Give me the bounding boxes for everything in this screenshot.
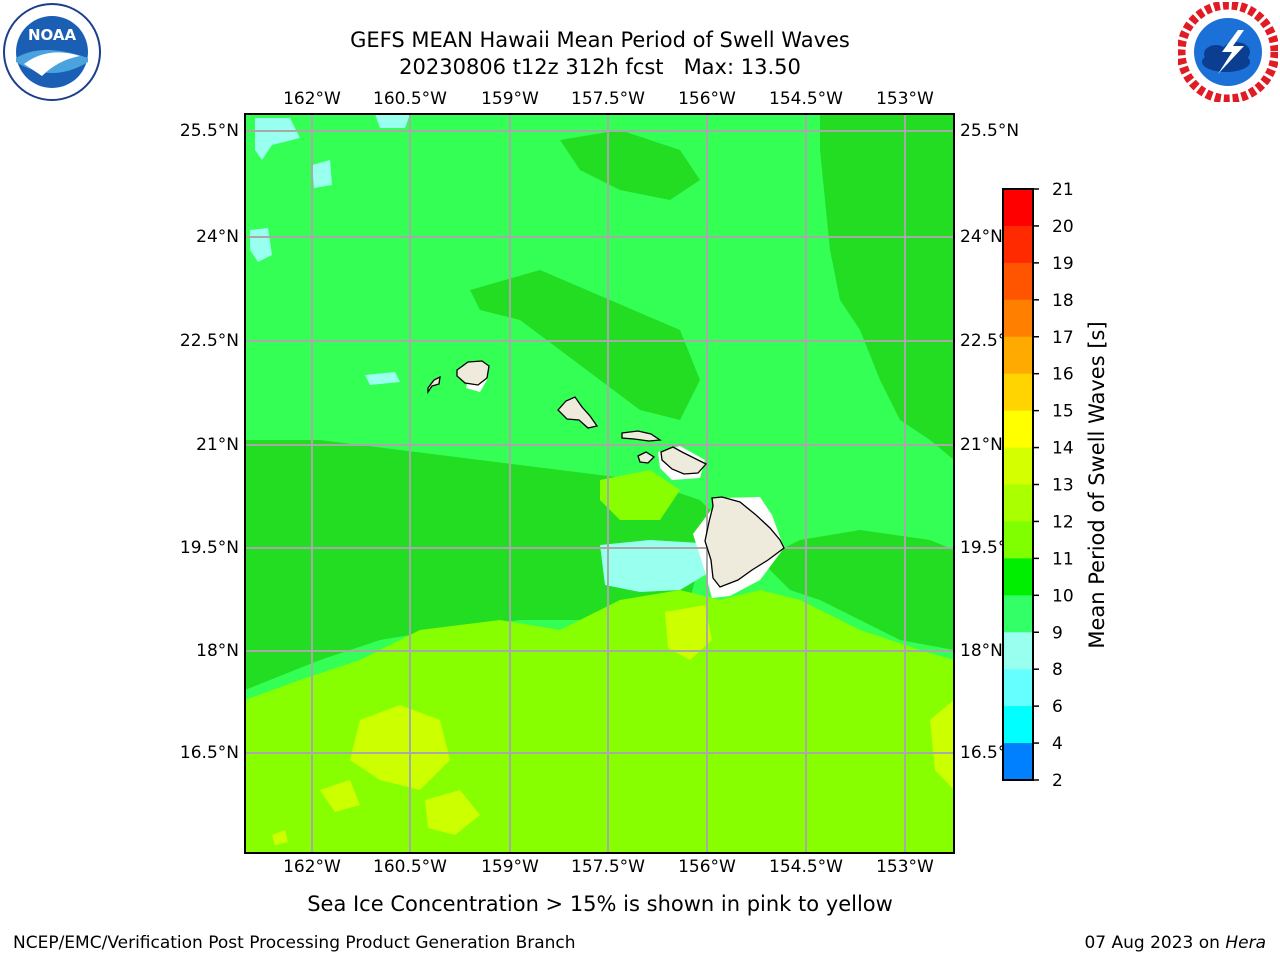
- footer-date: 07 Aug 2023 on Hera: [1084, 932, 1266, 954]
- colorbar-swatch: [1003, 521, 1033, 559]
- lon-tick-top: 159°W: [481, 89, 539, 109]
- colorbar-tick-label: 8: [1052, 660, 1063, 680]
- lat-tick-left: 22.5°N: [179, 331, 239, 351]
- lon-tick-bottom: 153°W: [876, 857, 934, 877]
- colorbar-swatch: [1003, 336, 1033, 375]
- field-region-9-10: [600, 540, 705, 592]
- lon-tick-bottom: 162°W: [283, 857, 341, 877]
- lon-tick-bottom: 159°W: [481, 857, 539, 877]
- colorbar-label: Mean Period of Swell Waves [s]: [1085, 321, 1109, 649]
- colorbar-swatch: [1003, 558, 1033, 596]
- field-region-11-12: [245, 440, 720, 690]
- island-hawaii: [704, 496, 785, 588]
- lon-tick-top: 153°W: [876, 89, 934, 109]
- lat-tick-right: 24°N: [960, 227, 1002, 247]
- colorbar-tick-label: 19: [1052, 254, 1074, 274]
- lat-tick-left: 18°N: [196, 641, 239, 661]
- island-lanai: [637, 451, 656, 464]
- field-region-13-14: [425, 790, 480, 835]
- colorbar-tick-label: 15: [1052, 402, 1074, 422]
- lon-tick-top: 156°W: [678, 89, 736, 109]
- field-region-12-13: [600, 470, 680, 520]
- footer-host: Hera: [1225, 933, 1266, 953]
- lon-tick-top: 160.5°W: [373, 89, 447, 109]
- colorbar-swatch: [1003, 595, 1033, 633]
- colorbar-tick-label: 18: [1052, 291, 1074, 311]
- lon-tick-top: 154.5°W: [769, 89, 843, 109]
- field-region-13-14: [350, 705, 450, 790]
- field-region-9-10: [255, 118, 300, 160]
- lon-tick-bottom: 157.5°W: [571, 857, 645, 877]
- colorbar-tick-label: 4: [1052, 734, 1063, 754]
- map-grid: [245, 114, 954, 853]
- colorbar-tick-label: 16: [1052, 365, 1074, 385]
- colorbar-swatch: [1003, 669, 1033, 707]
- footer-date-text: 07 Aug 2023 on: [1084, 933, 1226, 953]
- lat-tick-right: 21°N: [960, 435, 1002, 455]
- island-kauai: [456, 360, 490, 386]
- field-region-9-10: [312, 160, 332, 188]
- colorbar-tick-label: 11: [1052, 549, 1074, 569]
- colorbar: 21 20 19 18 17 16 15 14 13 12 11 10 9 8 6 4 2: [1002, 180, 1074, 791]
- lon-tick-top: 157.5°W: [571, 89, 645, 109]
- colorbar-swatch: [1003, 299, 1033, 338]
- nws-logo: [1176, 0, 1280, 104]
- colorbar-tick-label: 20: [1052, 217, 1074, 237]
- lat-tick-left: 19.5°N: [179, 538, 239, 558]
- colorbar-swatch: [1003, 447, 1033, 485]
- lat-tick-right: 25.5°N: [960, 121, 1020, 141]
- colorbar-swatch: [1003, 410, 1033, 449]
- colorbar-swatch: [1003, 743, 1033, 781]
- plot-subtitle: 20230806 t12z 312h fcst Max: 13.50: [399, 55, 801, 79]
- colorbar-swatch: [1003, 189, 1033, 227]
- lat-tick-right: 16.5°N: [960, 743, 1002, 763]
- field-region-13-14: [272, 830, 288, 845]
- lat-tick-left: 24°N: [196, 227, 239, 247]
- noaa-logo: NOAA: [2, 2, 102, 102]
- lat-tick-right: 22.5°N: [960, 331, 1002, 351]
- colorbar-swatch: [1003, 373, 1033, 412]
- lon-tick-top: 162°W: [283, 89, 341, 109]
- lon-tick-bottom: 160.5°W: [373, 857, 447, 877]
- lat-tick-left: 25.5°N: [179, 121, 239, 141]
- lat-tick-right: 19.5°N: [960, 538, 1002, 558]
- lon-tick-bottom: 154.5°W: [769, 857, 843, 877]
- colorbar-tick-label: 2: [1052, 771, 1063, 791]
- field-region-9-10: [365, 372, 400, 385]
- noaa-logo-text: NOAA: [28, 26, 77, 44]
- colorbar-tick-label: 12: [1052, 512, 1074, 532]
- colorbar-swatch: [1003, 262, 1033, 301]
- field-region-11-12: [820, 114, 954, 460]
- caption: Sea Ice Concentration > 15% is shown in …: [307, 892, 893, 916]
- field-region-9-10: [375, 114, 410, 128]
- island-niihau: [427, 375, 441, 395]
- lat-tick-left: 21°N: [196, 435, 239, 455]
- map-frame: [244, 113, 955, 854]
- colorbar-tick-label: 13: [1052, 476, 1074, 496]
- island-maui: [660, 446, 708, 475]
- colorbar-swatch: [1003, 706, 1033, 744]
- field-region-11-12: [470, 270, 700, 420]
- island-molokai: [621, 430, 662, 442]
- colorbar-tick-label: 21: [1052, 180, 1074, 200]
- field-region-13-14: [320, 780, 360, 812]
- colorbar-tick-label: 14: [1052, 439, 1074, 459]
- colorbar-swatch: [1003, 484, 1033, 522]
- lat-tick-right: 18°N: [960, 641, 1002, 661]
- island-oahu: [557, 396, 599, 429]
- colorbar-tick-label: 6: [1052, 697, 1063, 717]
- colorbar-swatch: [1003, 632, 1033, 670]
- field-region-13-14: [665, 605, 712, 660]
- footer-credit: NCEP/EMC/Verification Post Processing Pr…: [13, 933, 576, 953]
- field-region-11-12: [560, 130, 700, 200]
- colorbar-tick-label: 10: [1052, 586, 1074, 606]
- colorbar-swatch: [1003, 225, 1033, 264]
- colorbar-tick-label: 9: [1052, 623, 1063, 643]
- lon-tick-bottom: 156°W: [678, 857, 736, 877]
- lat-tick-left: 16.5°N: [179, 743, 239, 763]
- field-region-13-14: [930, 700, 954, 790]
- colorbar-tick-label: 17: [1052, 328, 1074, 348]
- plot-title: GEFS MEAN Hawaii Mean Period of Swell Wa…: [350, 28, 850, 52]
